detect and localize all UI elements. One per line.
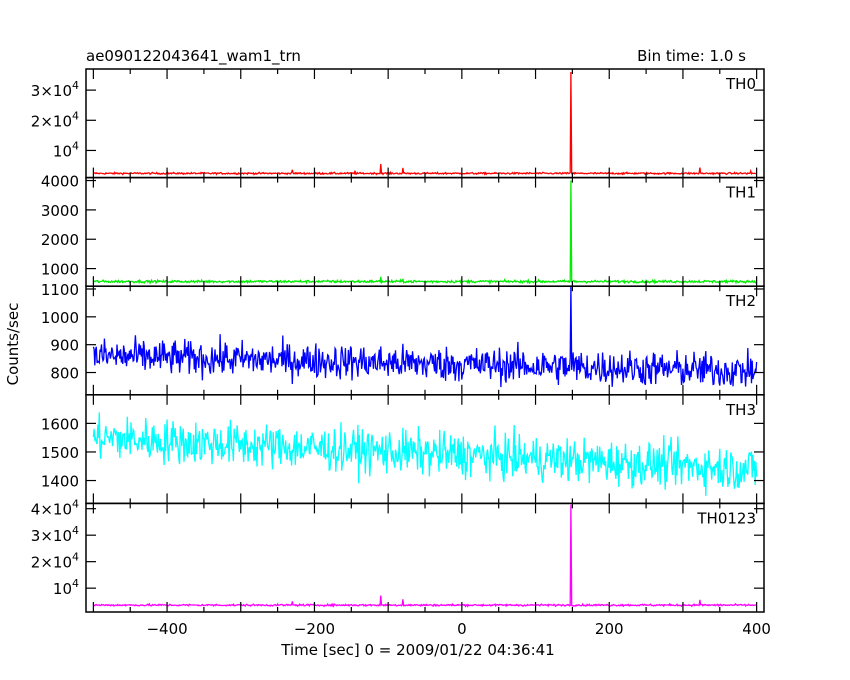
- y-tick-label: 3×104: [31, 524, 79, 545]
- y-tick-label: 4000: [41, 173, 79, 191]
- panel-frame: [85, 285, 765, 396]
- y-tick-label: 800: [50, 365, 79, 383]
- y-tick-label: 1600: [41, 415, 79, 433]
- y-tick-label: 900: [50, 337, 79, 355]
- panel-label: TH1: [725, 184, 756, 202]
- x-tick-label: −400: [146, 620, 187, 638]
- y-tick-label: 4×104: [31, 498, 79, 519]
- y-tick-label: 104: [53, 577, 79, 598]
- panel-th0123: 104 2×104 3×104 4×104 TH0123: [31, 498, 765, 613]
- y-tick-label: 2×104: [31, 551, 79, 572]
- series-th0123-line: [93, 504, 758, 608]
- panel-label: TH2: [725, 292, 756, 310]
- series-th3-line: [92, 412, 758, 496]
- y-tick-label: 1000: [41, 261, 79, 279]
- y-tick-label: 2×104: [31, 109, 79, 130]
- series-th0-line: [93, 71, 757, 176]
- panel-label: TH0: [725, 75, 756, 93]
- y-tick-label: 2000: [41, 231, 79, 249]
- panel-th0: 104 2×104 3×104 TH0: [31, 68, 765, 179]
- x-axis-label: Time [sec] 0 = 2009/01/22 04:36:41: [280, 641, 554, 659]
- panel-frame: [85, 68, 765, 179]
- y-tick-label: 3×104: [31, 79, 79, 100]
- chart-title: ae090122043641_wam1_trn: [86, 47, 301, 66]
- y-tick-label: 104: [53, 139, 79, 160]
- x-tick-label: 0: [457, 620, 467, 638]
- series-th1-line: [93, 180, 758, 286]
- y-axis-label: Counts/sec: [4, 303, 22, 386]
- x-tick-label: 200: [595, 620, 624, 638]
- y-tick-label: 1500: [41, 444, 79, 462]
- bin-time-label: Bin time: 1.0 s: [637, 47, 746, 65]
- panel-frame: [85, 502, 765, 613]
- panel-th2: 800 900 1000 1100 TH2: [41, 281, 765, 396]
- y-tick-label: 1000: [41, 309, 79, 327]
- y-tick-label: 1400: [41, 473, 79, 491]
- panel-th3: 1400 1500 1600 TH3: [41, 394, 765, 505]
- series-th2-line: [92, 286, 758, 388]
- panel-frame: [85, 176, 765, 287]
- x-tick-label: 400: [742, 620, 771, 638]
- panel-label: TH0123: [696, 509, 756, 527]
- y-tick-label: 3000: [41, 202, 79, 220]
- y-tick-label: 1100: [41, 281, 79, 299]
- panel-label: TH3: [725, 401, 756, 419]
- panel-th1: 1000 2000 3000 4000 TH1: [41, 173, 765, 287]
- x-tick-label: −200: [294, 620, 335, 638]
